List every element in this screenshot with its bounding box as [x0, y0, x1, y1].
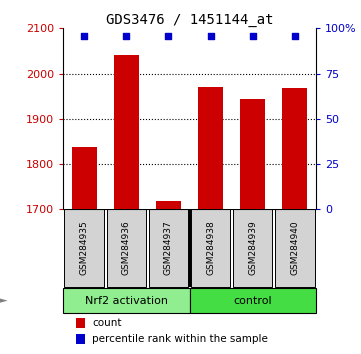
Text: GSM284939: GSM284939 — [248, 221, 257, 275]
Bar — [106, 209, 146, 287]
Bar — [76, 318, 85, 328]
Title: GDS3476 / 1451144_at: GDS3476 / 1451144_at — [106, 13, 273, 27]
Bar — [114, 56, 139, 209]
Bar — [233, 209, 273, 287]
Bar — [198, 87, 223, 209]
Point — [208, 33, 213, 38]
Point — [292, 33, 298, 38]
Point — [166, 33, 171, 38]
Bar — [240, 99, 265, 209]
Bar — [64, 209, 104, 287]
Text: GSM284940: GSM284940 — [290, 221, 299, 275]
Text: count: count — [92, 318, 122, 328]
Text: control: control — [234, 296, 272, 306]
Bar — [275, 209, 314, 287]
Text: Nrf2 activation: Nrf2 activation — [85, 296, 168, 306]
Point — [250, 33, 256, 38]
Bar — [282, 88, 308, 209]
Bar — [156, 201, 181, 209]
Text: percentile rank within the sample: percentile rank within the sample — [92, 334, 268, 344]
Text: GSM284938: GSM284938 — [206, 221, 215, 275]
Bar — [149, 209, 188, 287]
Bar — [71, 147, 97, 209]
Text: GSM284935: GSM284935 — [80, 221, 89, 275]
Text: GSM284937: GSM284937 — [164, 221, 173, 275]
Polygon shape — [0, 296, 8, 305]
Bar — [63, 288, 190, 313]
Point — [81, 33, 87, 38]
Bar — [76, 334, 85, 344]
Bar — [191, 209, 230, 287]
Text: GSM284936: GSM284936 — [122, 221, 131, 275]
Point — [123, 33, 129, 38]
Bar — [190, 288, 316, 313]
